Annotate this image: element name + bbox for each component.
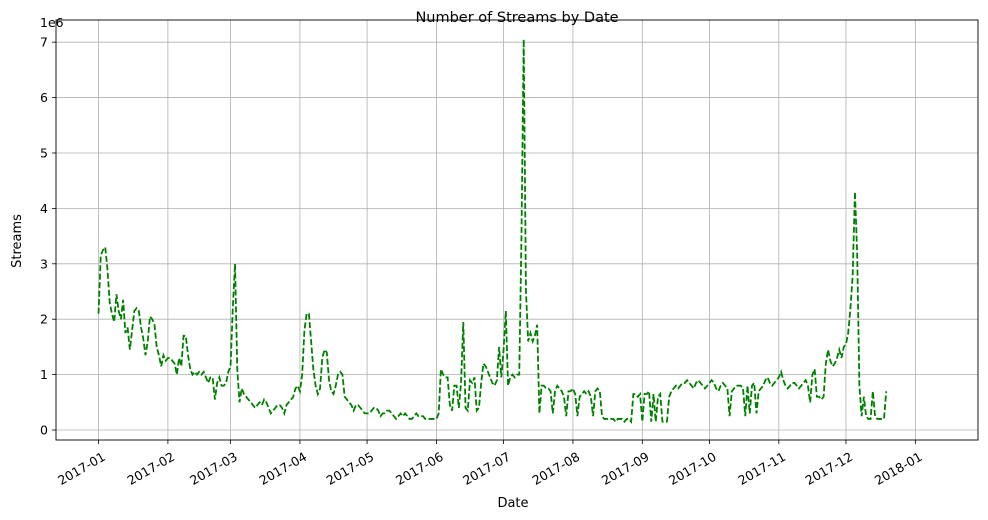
y-tick-label: 3 bbox=[40, 256, 48, 271]
x-tick-label: 2017-08 bbox=[530, 449, 583, 488]
x-tick-label: 2017-07 bbox=[460, 449, 513, 488]
chart-title: Number of Streams by Date bbox=[415, 10, 618, 26]
x-tick-label: 2017-10 bbox=[666, 449, 719, 488]
y-tick-label: 6 bbox=[40, 90, 48, 105]
x-tick-label: 2017-03 bbox=[187, 449, 240, 488]
x-tick-label: 2017-06 bbox=[393, 449, 446, 488]
x-tick-label: 2018-01 bbox=[872, 449, 925, 488]
y-tick-label: 2 bbox=[40, 312, 48, 327]
y-offset-label: 1e6 bbox=[40, 15, 64, 30]
plot-frame bbox=[55, 19, 979, 441]
series-line bbox=[97, 39, 888, 425]
grid-lines bbox=[56, 20, 978, 440]
x-tick-label: 2017-09 bbox=[599, 449, 652, 488]
x-tick-label: 2017-05 bbox=[324, 449, 377, 488]
plot-area bbox=[56, 20, 978, 440]
y-axis-label: Streams bbox=[10, 214, 25, 268]
y-tick-label: 1 bbox=[40, 367, 48, 382]
x-tick-label: 2017-01 bbox=[55, 449, 108, 488]
y-axis-ticks: 0 1 2 3 4 5 6 7 bbox=[40, 35, 56, 438]
y-tick-label: 5 bbox=[40, 145, 48, 160]
y-tick-label: 0 bbox=[40, 423, 48, 438]
x-tick-label: 2017-11 bbox=[735, 449, 788, 488]
x-tick-label: 2017-02 bbox=[124, 449, 177, 488]
x-tick-label: 2017-12 bbox=[803, 449, 856, 488]
y-tick-label: 7 bbox=[40, 35, 48, 50]
x-tick-label: 2017-04 bbox=[256, 449, 309, 488]
x-axis-label: Date bbox=[497, 496, 528, 511]
y-tick-label: 4 bbox=[40, 201, 48, 216]
x-axis-ticks: 2017-01 2017-02 2017-03 2017-04 2017-05 2017-… bbox=[55, 440, 925, 488]
